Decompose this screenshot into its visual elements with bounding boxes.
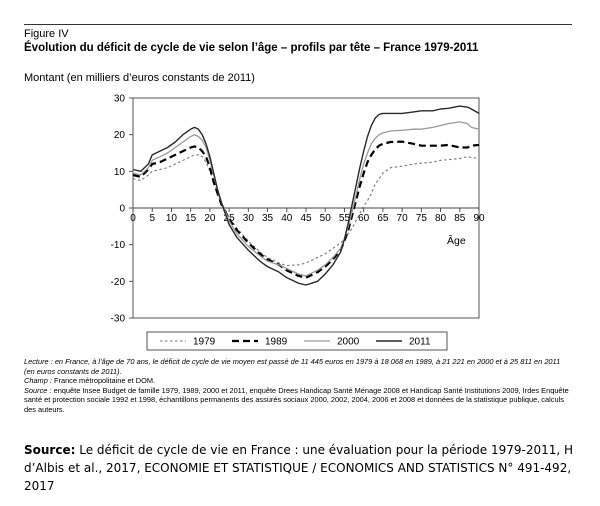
citation-text: Le déficit de cycle de vie en France : u…	[24, 443, 574, 493]
citation: Source: Le déficit de cycle de vie en Fr…	[24, 441, 579, 495]
note-champ-text: France métropolitaine et DOM.	[51, 376, 156, 386]
series-line-1979	[132, 154, 480, 267]
citation-label: Source:	[24, 443, 76, 457]
legend-label-1979: 1979	[193, 337, 216, 348]
series-line-2000	[132, 121, 480, 277]
note-source: Source : enquête Insee Budget de famille…	[24, 386, 572, 415]
legend-label-2000: 2000	[337, 337, 360, 348]
x-tick-label: 45	[300, 213, 312, 224]
series-line-1989	[132, 140, 480, 279]
y-axis: 30 20 10 0 -10 -20 -30	[111, 94, 133, 325]
x-axis-title: Âge	[447, 234, 466, 247]
note-lecture-text: en France, à l’âge de 70 ans, le déficit…	[24, 357, 561, 376]
x-tick-label: 5	[149, 213, 155, 224]
top-rule	[24, 24, 572, 25]
x-tick-label: 40	[281, 213, 293, 224]
x-tick-label: 10	[166, 213, 178, 224]
figure-unit: Montant (en milliers d’euros constants d…	[24, 72, 255, 84]
y-tick-label: 10	[114, 167, 126, 178]
x-tick-label: 70	[397, 213, 409, 224]
y-tick-label: 20	[114, 130, 126, 141]
x-tick-label: 25	[224, 213, 236, 224]
y-tick-label: -30	[111, 314, 126, 325]
x-tick-label: 30	[243, 213, 255, 224]
x-axis: 0 5 10 15 20 25 30 35 40 45 50 55 60 65 70 75 80 85 90	[130, 207, 485, 224]
legend-label-2011: 2011	[409, 337, 431, 348]
legend: 1979 1989 2000 2011	[160, 337, 431, 348]
figure-notes: Lecture : en France, à l’âge de 70 ans, …	[24, 357, 572, 415]
line-chart: 30 20 10 0 -10 -20 -30 0 5 10 15 20 25 30 35 40 45 50 55 6…	[111, 94, 485, 351]
y-tick-label: -20	[111, 277, 126, 288]
note-lecture-label: Lecture :	[24, 357, 53, 366]
x-tick-label: 60	[358, 213, 370, 224]
x-tick-label: 55	[339, 213, 351, 224]
x-tick-label: 75	[416, 213, 428, 224]
figure-label: Figure IV	[24, 28, 69, 40]
legend-label-1989: 1989	[265, 337, 288, 348]
x-tick-label: 85	[454, 213, 466, 224]
series-line-2011	[132, 105, 480, 286]
figure-title: Évolution du déficit de cycle de vie sel…	[24, 42, 479, 54]
legend-box	[146, 331, 448, 351]
note-champ-label: Champ :	[24, 376, 52, 386]
note-champ: Champ : France métropolitaine et DOM.	[24, 376, 572, 386]
y-tick-label: -10	[111, 240, 126, 251]
x-tick-label: 15	[185, 213, 197, 224]
x-tick-label: 35	[262, 213, 274, 224]
x-tick-label: 20	[204, 213, 216, 224]
x-tick-label: 80	[435, 213, 447, 224]
y-tick-label: 0	[119, 204, 125, 215]
x-tick-label: 50	[320, 213, 332, 224]
note-source-text: enquête Insee Budget de famille 1979, 19…	[24, 385, 569, 414]
x-tick-label: 65	[377, 213, 389, 224]
x-tick-label: 0	[130, 213, 136, 224]
series-lines	[132, 105, 480, 286]
x-tick-label: 90	[473, 213, 485, 224]
note-lecture: Lecture : en France, à l’âge de 70 ans, …	[24, 357, 572, 376]
y-tick-label: 30	[114, 94, 126, 105]
note-source-label: Source :	[24, 385, 52, 395]
